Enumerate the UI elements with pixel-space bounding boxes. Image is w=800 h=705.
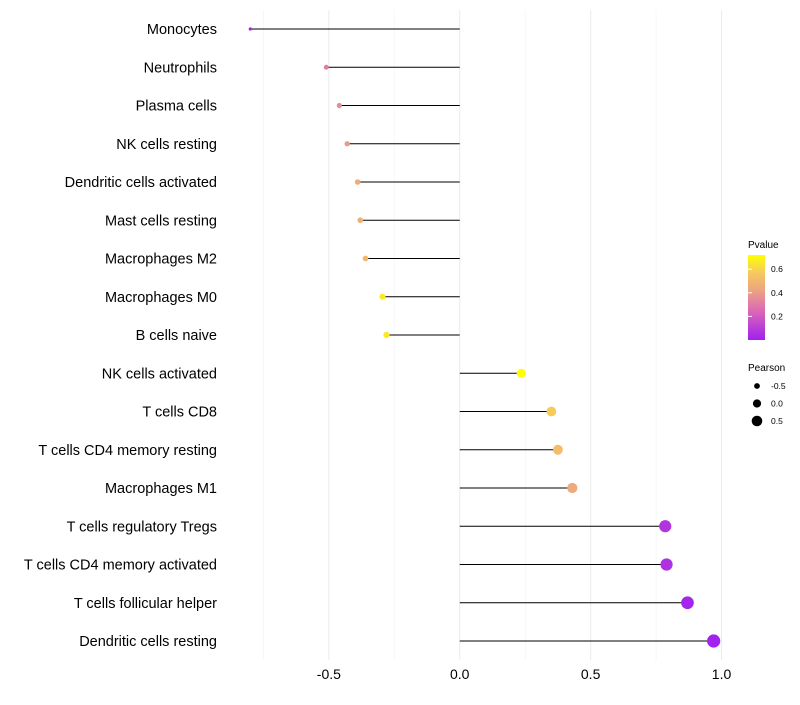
color-legend-tick-label: 0.4 bbox=[771, 288, 783, 298]
size-legend-label: -0.5 bbox=[771, 381, 786, 391]
lollipop-point bbox=[516, 368, 526, 378]
color-legend-tick-label: 0.2 bbox=[771, 311, 783, 321]
category-label: T cells CD8 bbox=[142, 405, 217, 421]
lollipop-point bbox=[344, 141, 350, 147]
category-label: Dendritic cells resting bbox=[79, 634, 217, 650]
category-label: NK cells resting bbox=[116, 137, 217, 153]
category-label: T cells CD4 memory resting bbox=[38, 443, 217, 459]
category-label: Mast cells resting bbox=[105, 213, 217, 229]
lollipop-point bbox=[681, 596, 694, 610]
legend: Pvalue 0.6 0.4 0.2 Pearson -0.5 0.0 0.5 bbox=[748, 240, 786, 427]
category-label: Plasma cells bbox=[136, 99, 217, 115]
lollipop-point bbox=[362, 255, 369, 262]
lollipop-point bbox=[336, 102, 342, 109]
lollipop-point bbox=[660, 558, 673, 571]
lollipop-point bbox=[546, 406, 557, 417]
category-label: Macrophages M0 bbox=[105, 290, 217, 306]
category-label: T cells follicular helper bbox=[74, 596, 217, 612]
size-legend-title: Pearson bbox=[748, 363, 785, 374]
color-legend-bar bbox=[748, 255, 765, 340]
grid-lines bbox=[263, 10, 723, 660]
size-legend-dot bbox=[752, 399, 762, 408]
category-label: Monocytes bbox=[147, 22, 217, 38]
category-label: Macrophages M2 bbox=[105, 252, 217, 268]
x-tick-label: 0.5 bbox=[581, 666, 601, 682]
lollipop-point bbox=[357, 217, 364, 224]
category-label: Macrophages M1 bbox=[105, 481, 217, 497]
color-legend-tick-label: 0.6 bbox=[771, 264, 783, 274]
x-tick-label: 1.0 bbox=[712, 666, 732, 682]
category-label: NK cells activated bbox=[102, 366, 217, 382]
category-label: T cells regulatory Tregs bbox=[67, 519, 217, 535]
y-axis-labels: Monocytes Neutrophils Plasma cells NK cells… bbox=[24, 22, 217, 650]
size-legend-items: -0.5 0.0 0.5 bbox=[751, 381, 786, 427]
x-tick-label: -0.5 bbox=[317, 666, 341, 682]
size-legend-dot bbox=[751, 415, 763, 427]
lollipop-point bbox=[659, 520, 672, 533]
lollipop-point bbox=[707, 634, 721, 648]
x-tick-label: 0.0 bbox=[450, 666, 470, 682]
lollipop-point bbox=[248, 27, 252, 31]
color-legend-title: Pvalue bbox=[748, 240, 779, 251]
lollipop-point bbox=[567, 482, 578, 494]
lollipop-points bbox=[248, 27, 721, 648]
lollipop-point bbox=[379, 293, 386, 300]
category-label: T cells CD4 memory activated bbox=[24, 558, 217, 574]
lollipop-point bbox=[354, 179, 361, 185]
color-legend-ticks: 0.6 0.4 0.2 bbox=[748, 264, 783, 321]
lollipop-point bbox=[383, 331, 390, 339]
size-legend-label: 0.0 bbox=[771, 399, 783, 409]
lollipop-stems bbox=[250, 28, 714, 642]
category-label: B cells naive bbox=[136, 328, 217, 344]
x-axis-ticks: -0.5 0.0 0.5 1.0 bbox=[317, 666, 732, 682]
lollipop-point bbox=[323, 64, 329, 70]
category-label: Neutrophils bbox=[144, 60, 217, 76]
category-label: Dendritic cells activated bbox=[65, 175, 217, 191]
size-legend-dot bbox=[754, 383, 760, 389]
lollipop-point bbox=[552, 444, 563, 455]
size-legend-label: 0.5 bbox=[771, 416, 783, 426]
